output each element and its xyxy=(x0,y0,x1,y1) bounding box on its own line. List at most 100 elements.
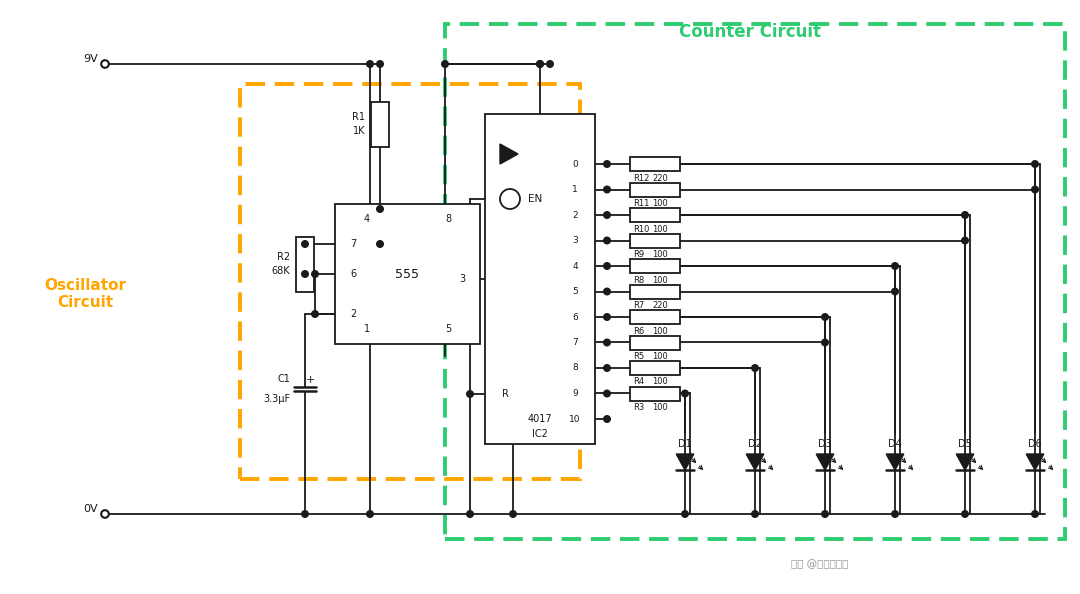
Text: C1: C1 xyxy=(278,374,291,384)
Text: D3: D3 xyxy=(819,439,832,449)
Text: 0V: 0V xyxy=(83,504,98,514)
Bar xyxy=(335,204,480,344)
Text: 8: 8 xyxy=(445,214,451,224)
Text: +: + xyxy=(306,375,314,385)
Text: R10: R10 xyxy=(633,225,649,233)
Text: 8: 8 xyxy=(572,364,578,372)
Circle shape xyxy=(892,288,899,295)
Circle shape xyxy=(604,211,610,219)
Text: 4: 4 xyxy=(572,261,578,270)
Text: R: R xyxy=(501,389,509,399)
Text: 9: 9 xyxy=(572,389,578,398)
Text: 100: 100 xyxy=(652,199,667,208)
Circle shape xyxy=(604,314,610,320)
Text: 7: 7 xyxy=(572,338,578,347)
Text: 100: 100 xyxy=(652,352,667,361)
Circle shape xyxy=(301,271,308,277)
Polygon shape xyxy=(676,454,693,470)
Text: 100: 100 xyxy=(652,403,667,412)
Circle shape xyxy=(822,314,828,320)
Text: EN: EN xyxy=(528,194,542,204)
Text: 1: 1 xyxy=(572,185,578,194)
Polygon shape xyxy=(500,144,518,164)
Text: 3: 3 xyxy=(572,236,578,245)
Text: IC2: IC2 xyxy=(532,429,548,439)
Bar xyxy=(630,182,680,197)
Bar xyxy=(296,236,314,292)
Circle shape xyxy=(892,263,899,269)
Bar xyxy=(630,285,680,299)
Text: 9V: 9V xyxy=(83,54,98,64)
Bar xyxy=(630,310,680,324)
Text: 3.3μF: 3.3μF xyxy=(262,394,291,404)
Bar xyxy=(240,84,580,479)
Text: 头条 @小雨滴电子: 头条 @小雨滴电子 xyxy=(792,559,849,569)
Bar xyxy=(445,24,1065,539)
Circle shape xyxy=(301,511,308,517)
Polygon shape xyxy=(746,454,764,470)
Text: R1: R1 xyxy=(352,112,365,122)
Circle shape xyxy=(961,237,969,244)
Circle shape xyxy=(604,288,610,295)
Circle shape xyxy=(604,390,610,397)
Bar xyxy=(372,102,389,147)
Text: R7: R7 xyxy=(633,301,645,310)
Text: 5: 5 xyxy=(572,287,578,296)
Circle shape xyxy=(604,263,610,269)
Text: 0: 0 xyxy=(572,160,578,169)
Text: Oscillator
Circuit: Oscillator Circuit xyxy=(44,278,126,310)
Text: 4017: 4017 xyxy=(528,414,552,424)
Circle shape xyxy=(604,339,610,346)
Text: R3: R3 xyxy=(633,403,645,412)
Circle shape xyxy=(604,186,610,193)
Text: 10: 10 xyxy=(569,415,581,424)
Text: R8: R8 xyxy=(633,276,645,285)
Text: R12: R12 xyxy=(633,173,649,182)
Circle shape xyxy=(367,511,374,517)
Circle shape xyxy=(377,241,383,247)
Bar xyxy=(630,208,680,222)
Circle shape xyxy=(312,311,319,317)
Text: D1: D1 xyxy=(678,439,692,449)
Text: D5: D5 xyxy=(958,439,972,449)
Circle shape xyxy=(301,241,308,247)
Text: 5: 5 xyxy=(445,324,451,334)
Text: 1: 1 xyxy=(364,324,370,334)
Circle shape xyxy=(752,365,758,371)
Text: 6: 6 xyxy=(572,312,578,321)
Text: R6: R6 xyxy=(633,327,645,336)
Bar xyxy=(485,114,595,444)
Text: R4: R4 xyxy=(633,378,644,387)
Text: 2: 2 xyxy=(572,210,578,220)
Circle shape xyxy=(604,237,610,244)
Polygon shape xyxy=(816,454,834,470)
Circle shape xyxy=(467,511,473,517)
Text: 100: 100 xyxy=(652,225,667,233)
Circle shape xyxy=(961,511,969,517)
Circle shape xyxy=(442,61,448,67)
Circle shape xyxy=(961,211,969,219)
Text: D2: D2 xyxy=(748,439,761,449)
Circle shape xyxy=(681,390,688,397)
Circle shape xyxy=(604,365,610,371)
Circle shape xyxy=(1031,511,1038,517)
Text: Counter Circuit: Counter Circuit xyxy=(679,23,821,41)
Text: 7: 7 xyxy=(350,239,356,249)
Bar xyxy=(630,387,680,400)
Bar xyxy=(630,233,680,248)
Circle shape xyxy=(312,271,319,277)
Circle shape xyxy=(377,206,383,212)
Text: 2: 2 xyxy=(350,309,356,319)
Text: 6: 6 xyxy=(350,269,356,279)
Circle shape xyxy=(546,61,553,67)
Text: 1K: 1K xyxy=(352,126,365,136)
Bar xyxy=(630,157,680,171)
Circle shape xyxy=(367,61,374,67)
Text: 100: 100 xyxy=(652,378,667,387)
Circle shape xyxy=(537,61,543,67)
Text: 220: 220 xyxy=(652,301,667,310)
Bar xyxy=(630,361,680,375)
Circle shape xyxy=(892,511,899,517)
Text: R2: R2 xyxy=(276,252,291,262)
Polygon shape xyxy=(1026,454,1043,470)
